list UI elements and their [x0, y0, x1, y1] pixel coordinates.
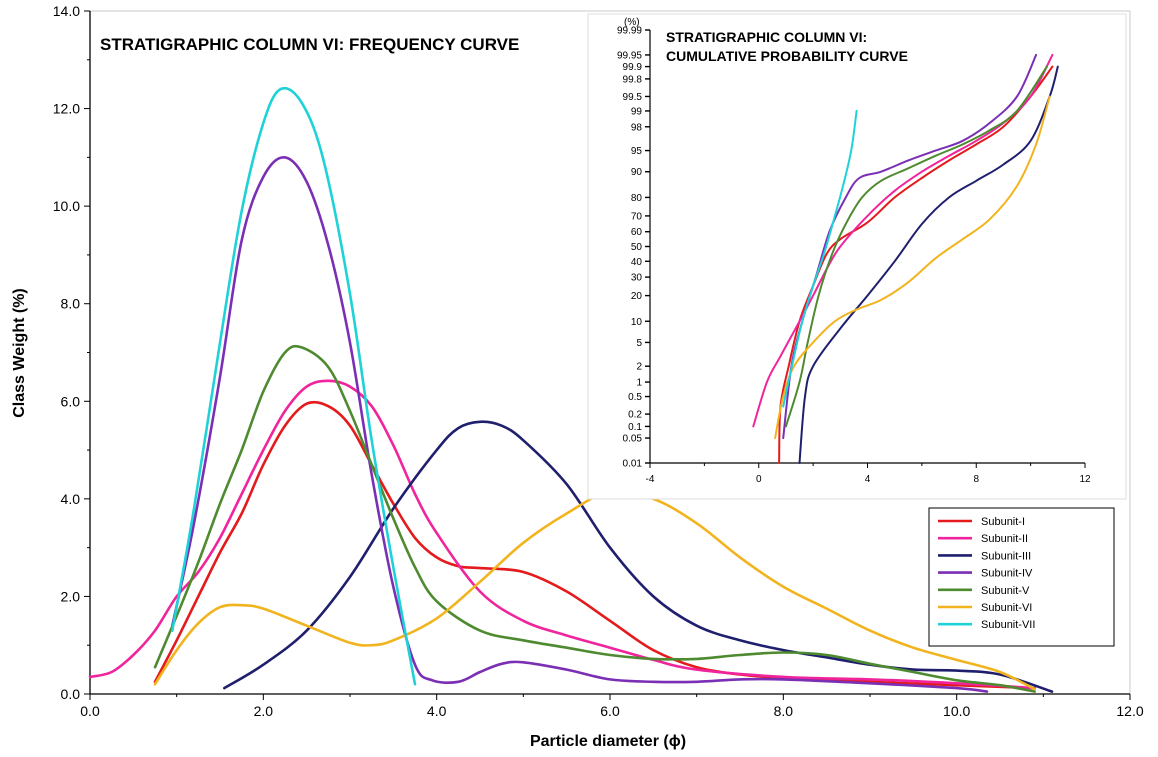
inset-series-subunit-vi — [774, 95, 1051, 440]
legend: Subunit-I Subunit-II Subunit-III Subunit-IV… — [928, 507, 1115, 647]
inset-background — [587, 13, 1127, 500]
inset-curves — [752, 53, 1059, 464]
inset-y-tick-label: 5 — [636, 338, 642, 349]
inset-y-tick-label: 99.99 — [617, 26, 642, 37]
inset-y-tick-label: 99.5 — [623, 92, 643, 103]
main-y-tick-label: 14.0 — [53, 3, 80, 19]
main-x-tick-label: 2.0 — [254, 703, 274, 719]
inset-title-line1: STRATIGRAPHIC COLUMN VI: — [666, 29, 867, 45]
legend-label-subunit-iv: Subunit-IV — [981, 568, 1033, 580]
main-x-tick-label: 10.0 — [943, 703, 970, 719]
inset: STRATIGRAPHIC COLUMN VI: CUMULATIVE PROB… — [587, 13, 1127, 500]
main-x-tick-label: 0.0 — [80, 703, 100, 719]
main-curves — [88, 86, 1054, 693]
inset-y-tick-label: 99.8 — [623, 74, 643, 85]
inset-series-subunit-vii — [782, 109, 858, 408]
main-series-subunit-vii — [171, 86, 417, 686]
inset-y-tick-label: 0.1 — [628, 422, 642, 433]
main-y-tick-label: 10.0 — [53, 198, 80, 214]
inset-x-tick-label: 8 — [973, 474, 979, 485]
inset-series-subunit-iii — [798, 65, 1059, 464]
inset-y-tick-label: 30 — [631, 273, 643, 284]
x-axis-label: Particle diameter (ϕ) — [530, 733, 686, 750]
inset-x-tick-label: 12 — [1079, 474, 1091, 485]
inset-y-tick-label: 99.9 — [623, 62, 643, 73]
main-series-subunit-ii — [88, 379, 1036, 690]
legend-label-subunit-i: Subunit-I — [981, 516, 1025, 528]
inset-y-tick-label: 40 — [631, 257, 643, 268]
inset-x-tick-label: -4 — [646, 474, 655, 485]
inset-series-subunit-v — [784, 65, 1048, 428]
inset-y-tick-label: 99 — [631, 106, 643, 117]
inset-y-tick-label: 80 — [631, 193, 643, 204]
inset-y-tick-label: 95 — [631, 146, 643, 157]
inset-y-tick-label: 2 — [636, 362, 642, 373]
inset-y-tick-label: 10 — [631, 317, 643, 328]
main-series-subunit-vi — [153, 489, 1036, 691]
inset-y-tick-label: 70 — [631, 211, 643, 222]
inset-y-tick-label: 0.2 — [628, 410, 642, 421]
inset-y-axis-label: (%) — [624, 17, 640, 28]
main-x-tick-label: 6.0 — [600, 703, 620, 719]
main-y-tick-label: 6.0 — [61, 393, 81, 409]
legend-label-subunit-v: Subunit-V — [981, 585, 1030, 597]
inset-title-line2: CUMULATIVE PROBABILITY CURVE — [666, 48, 908, 64]
main-y-tick-label: 4.0 — [61, 491, 81, 507]
main-y-tick-label: 8.0 — [61, 296, 81, 312]
inset-y-tick-label: 0.05 — [623, 434, 643, 445]
main-x-tick-label: 4.0 — [427, 703, 447, 719]
y-axis-label: Class Weight (%) — [11, 288, 28, 418]
main-series-subunit-iv — [171, 156, 989, 693]
inset-y-tick-label: 0.5 — [628, 392, 642, 403]
inset-y-tick-label: 50 — [631, 242, 643, 253]
inset-series-subunit-ii — [752, 53, 1054, 428]
inset-axes: (%)0.010.050.10.20.512510203040506070809… — [617, 17, 1091, 485]
main-x-tick-label: 12.0 — [1116, 703, 1143, 719]
main-x-tick-label: 8.0 — [774, 703, 794, 719]
inset-x-tick-label: 0 — [756, 474, 762, 485]
inset-y-tick-label: 20 — [631, 291, 643, 302]
inset-y-tick-label: 0.01 — [623, 459, 643, 470]
inset-y-tick-label: 60 — [631, 227, 643, 238]
main-series-subunit-v — [153, 344, 1036, 693]
legend-label-subunit-iii: Subunit-III — [981, 550, 1031, 562]
legend-label-subunit-vii: Subunit-VII — [981, 619, 1035, 631]
main-y-tick-label: 12.0 — [53, 101, 80, 117]
legend-label-subunit-vi: Subunit-VI — [981, 602, 1032, 614]
inset-y-tick-label: 90 — [631, 167, 643, 178]
inset-y-tick-label: 1 — [636, 378, 642, 389]
main-y-tick-label: 2.0 — [61, 588, 81, 604]
inset-x-tick-label: 4 — [865, 474, 871, 485]
main-y-tick-label: 0.0 — [61, 686, 81, 702]
main-frame — [90, 10, 1131, 694]
inset-series-subunit-i — [778, 65, 1054, 464]
inset-y-tick-label: 99.95 — [617, 50, 642, 61]
legend-label-subunit-ii: Subunit-II — [981, 533, 1028, 545]
main-axes: 0.0 2.0 4.0 6.0 8.0 10.0 12.0 14.0 0.0 2.0 4.0 6.0 8… — [53, 3, 1144, 719]
main-title: STRATIGRAPHIC COLUMN VI: FREQUENCY CURVE — [100, 35, 519, 54]
inset-y-tick-label: 98 — [631, 122, 643, 133]
